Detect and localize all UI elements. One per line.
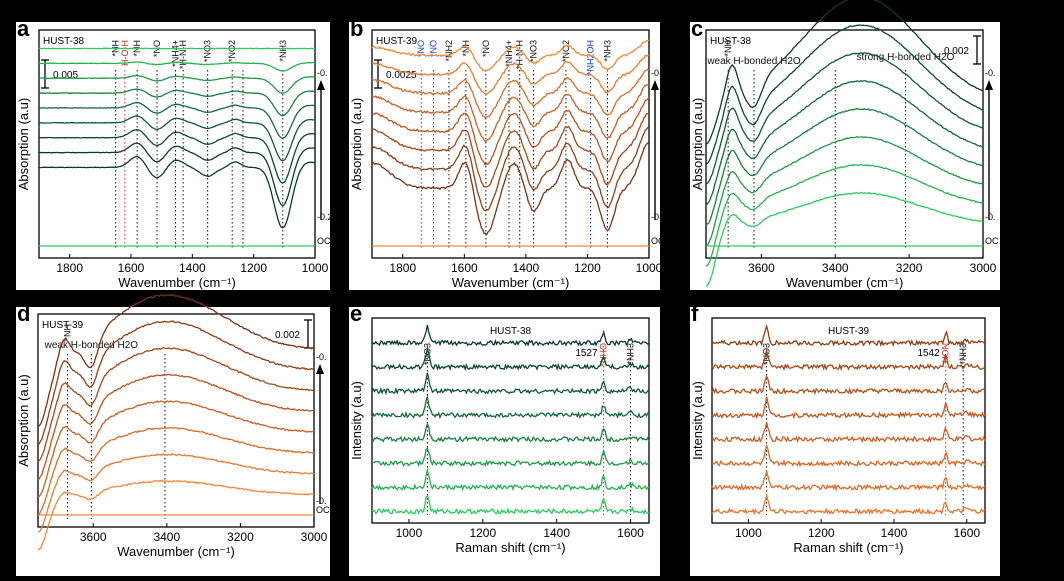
y-axis-label: Absorption (a.u) <box>690 98 705 191</box>
peak-label: *NH3 <box>602 40 612 62</box>
panel-f: f HUST-39 1000 1200 1400 1600 Raman shift (cm⁻… <box>690 301 1000 576</box>
potential-label: -0. <box>316 352 327 362</box>
peak-label: *NHO <box>599 343 609 367</box>
panel-letter: b <box>350 16 363 41</box>
potential-label: OC <box>651 236 665 246</box>
y-axis-label: Intensity (a.u) <box>690 381 705 460</box>
x-tick-label: 1600 <box>953 526 980 540</box>
panel-letter: f <box>691 301 699 326</box>
peak-label: *NO2 <box>227 40 237 62</box>
peak-label: *NH3 <box>958 343 968 365</box>
panel-letter: d <box>17 301 30 326</box>
x-tick-label: 1000 <box>396 526 423 540</box>
y-axis-label: Absorption (a.u) <box>16 374 31 467</box>
x-axis-label: Wavenumber (cm⁻¹) <box>118 275 236 290</box>
peak-label: *NH3 <box>626 343 636 365</box>
potential-label: -0. <box>317 68 328 78</box>
peak-label: *NO <box>481 40 491 57</box>
peak-number: 1527 <box>575 348 598 359</box>
x-tick-label: 1400 <box>881 526 908 540</box>
x-tick-label: 3000 <box>301 530 328 544</box>
potential-label: -0. <box>985 212 996 222</box>
peak-label: weak H-bonded H2O <box>44 340 139 351</box>
x-tick-label: 3600 <box>748 261 775 275</box>
sample-tag: HUST-39 <box>828 326 870 337</box>
x-tick-label: 1400 <box>179 261 206 275</box>
panel-b: b HUST-39 1800 1600 1400 1200 1000 Wavenumber (… <box>349 16 665 290</box>
y-axis-label: Intensity (a.u) <box>349 381 364 460</box>
peak-label: *NO <box>429 40 439 57</box>
peak-label: *NH2 <box>444 40 454 62</box>
scale-bar-label: 0.005 <box>53 70 78 81</box>
y-axis-label: Absorption (a.u) <box>349 98 364 191</box>
x-tick-label: 1200 <box>469 526 496 540</box>
y-axis-label: Absorption (a.u) <box>16 98 31 191</box>
scale-bar-label: 0.002 <box>275 330 300 341</box>
x-tick-label: 3200 <box>896 261 923 275</box>
x-tick-label: 1600 <box>617 526 644 540</box>
x-tick-label: 1200 <box>808 526 835 540</box>
panel-letter: c <box>691 16 703 41</box>
x-tick-label: 3400 <box>822 261 849 275</box>
x-axis-label: Wavenumber (cm⁻¹) <box>786 275 904 290</box>
x-tick-label: 1000 <box>636 261 663 275</box>
panel-letter: a <box>17 16 30 41</box>
x-tick-label: 1400 <box>543 526 570 540</box>
x-tick-label: 3600 <box>80 530 107 544</box>
peak-number: 1542 <box>917 348 940 359</box>
peak-label: *H-N-H <box>178 40 188 69</box>
potential-label: OC <box>317 236 331 246</box>
x-tick-label: 1000 <box>735 526 762 540</box>
peak-label: strong H-bonded H2O <box>857 52 955 63</box>
x-tick-label: 1000 <box>302 261 329 275</box>
potential-label: -0.2 <box>317 212 333 222</box>
potential-label: OC <box>316 505 330 515</box>
panel-a: a HUST-38 1800 1600 1400 1200 1000 Wavenumber (… <box>16 16 333 290</box>
peak-label: *NH <box>723 40 733 57</box>
sample-tag: HUST-38 <box>490 326 532 337</box>
peak-label: *NH3 <box>278 40 288 62</box>
panel-e: e HUST-38 1000 1200 1400 1600 Raman shift (cm⁻… <box>349 301 660 576</box>
x-tick-label: 1600 <box>118 261 145 275</box>
panel-letter: e <box>350 301 362 326</box>
x-tick-label: 3000 <box>970 261 997 275</box>
x-tick-label: 1200 <box>574 261 601 275</box>
x-tick-label: 1600 <box>451 261 478 275</box>
potential-label: -0. <box>651 68 662 78</box>
x-tick-label: 3200 <box>227 530 254 544</box>
x-tick-label: 1800 <box>56 261 83 275</box>
peak-label: HON <box>941 343 951 363</box>
x-tick-label: 3400 <box>153 530 180 544</box>
potential-label: OC <box>985 236 999 246</box>
peak-label: *NO3 <box>529 40 539 62</box>
peak-label: *NH4+ <box>504 40 514 67</box>
potential-label: -0. <box>985 68 996 78</box>
potential-label: -0. <box>651 212 662 222</box>
x-axis-label: Wavenumber (cm⁻¹) <box>452 275 570 290</box>
peak-label: weak H-bonded H2O <box>706 56 801 67</box>
sample-tag: HUST-39 <box>376 36 418 47</box>
sample-tag: HUST-38 <box>43 36 85 47</box>
peak-label: *NO3 <box>203 40 213 62</box>
x-tick-label: 1200 <box>240 261 267 275</box>
x-tick-label: 1400 <box>513 261 540 275</box>
peak-label: *NO2 <box>561 40 571 62</box>
peak-label: *NH <box>62 324 72 341</box>
x-tick-label: 1800 <box>389 261 416 275</box>
peak-label: *NH <box>461 40 471 57</box>
x-axis-label: Raman shift (cm⁻¹) <box>793 540 903 555</box>
x-axis-label: Wavenumber (cm⁻¹) <box>117 544 235 559</box>
x-axis-label: Raman shift (cm⁻¹) <box>455 540 565 555</box>
